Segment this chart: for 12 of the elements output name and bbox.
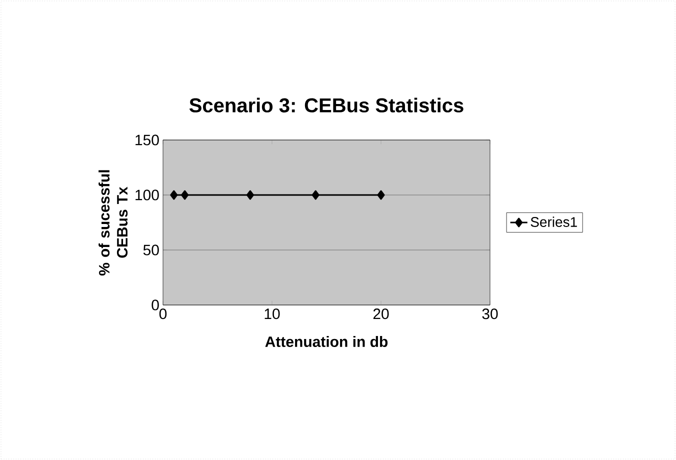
x-tick-label: 0 [159, 308, 167, 320]
y-tick-label: 0 [152, 300, 159, 310]
x-tick-label: 10 [264, 308, 280, 320]
x-tick-label: 30 [482, 308, 498, 320]
chart-title: Scenario 3: CEBus Statistics [189, 98, 464, 112]
y-tick-label: 150 [136, 134, 159, 146]
y-tick-label: 50 [143, 244, 159, 256]
x-tick-label: 20 [373, 308, 389, 320]
x-axis-title: Attenuation in db [265, 336, 388, 348]
y-tick-label: 100 [136, 190, 159, 200]
y-axis-title: % of sucessful CEBus Tx [98, 170, 128, 276]
legend-label: Series1 [530, 216, 577, 227]
